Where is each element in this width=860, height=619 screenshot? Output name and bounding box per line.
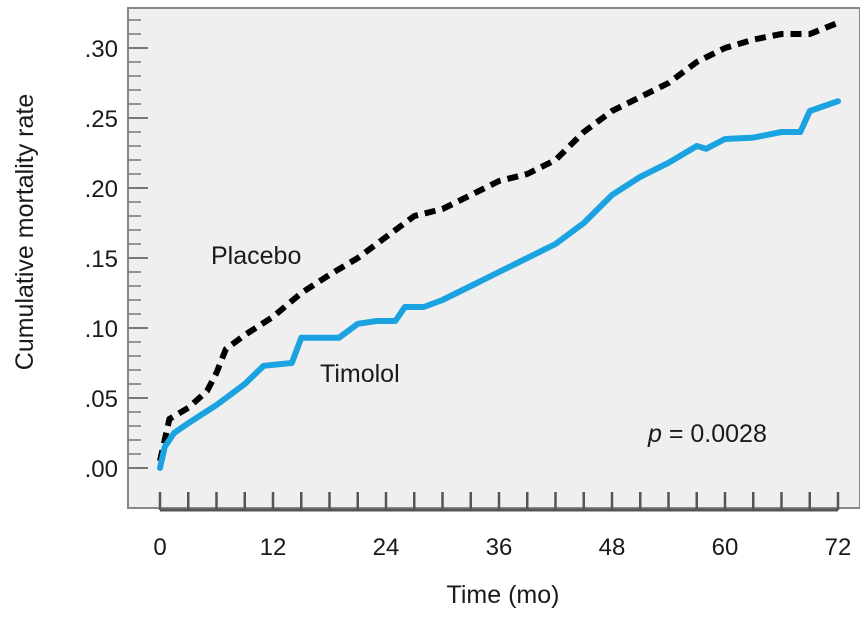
series-line-timolol (157, 98, 841, 471)
series-layer (157, 20, 841, 471)
p-value-annotation: p = 0.0028 (647, 420, 767, 448)
x-tick-label: 60 (712, 534, 739, 561)
y-tick-label: .30 (85, 36, 118, 63)
y-tick-label: .00 (85, 456, 118, 483)
x-axis-label: Time (mo) (447, 581, 560, 609)
y-tick-label: .10 (85, 316, 118, 343)
x-tick-label: 36 (486, 534, 513, 561)
y-axis-label: Cumulative mortality rate (11, 94, 39, 370)
y-tick-label: .05 (85, 386, 118, 413)
y-tick-label: .20 (85, 176, 118, 203)
y-axis: .00 .05 .10 .15 .20 .25 .30 (85, 19, 148, 483)
p-value-text: = 0.0028 (662, 420, 767, 448)
x-tick-label: 12 (260, 534, 287, 561)
plot-background (127, 7, 860, 509)
y-tick-label: .15 (85, 246, 118, 273)
p-value-symbol: p (647, 420, 662, 448)
x-axis: 0 12 24 36 48 60 72 (153, 492, 851, 561)
x-tick-label: 72 (825, 534, 852, 561)
series-line-placebo (157, 20, 840, 462)
series-label-timolol: Timolol (320, 360, 400, 388)
series-label-placebo: Placebo (211, 242, 301, 270)
x-tick-label: 48 (599, 534, 626, 561)
x-tick-label: 24 (373, 534, 400, 561)
y-tick-label: .25 (85, 106, 118, 133)
x-tick-label: 0 (153, 534, 166, 561)
